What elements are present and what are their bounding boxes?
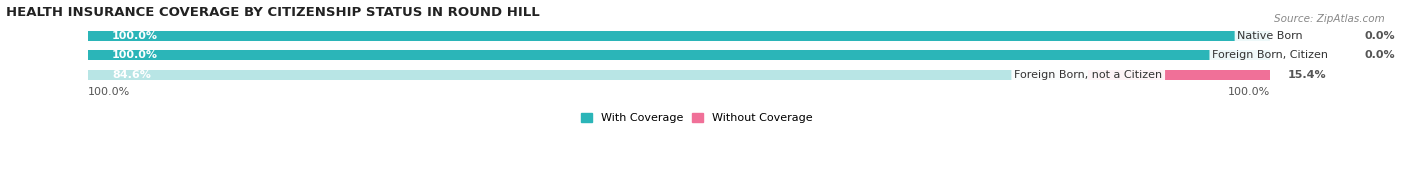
Text: 0.0%: 0.0% [1365,31,1395,41]
Text: 100.0%: 100.0% [1227,87,1270,97]
Bar [89,31,1270,41]
Text: Foreign Born, Citizen: Foreign Born, Citizen [1212,50,1329,60]
Bar [89,31,1270,41]
Text: Source: ZipAtlas.com: Source: ZipAtlas.com [1274,14,1385,24]
Bar [89,50,1270,60]
Text: 15.4%: 15.4% [1288,70,1327,80]
Text: HEALTH INSURANCE COVERAGE BY CITIZENSHIP STATUS IN ROUND HILL: HEALTH INSURANCE COVERAGE BY CITIZENSHIP… [6,5,540,19]
Text: 100.0%: 100.0% [89,87,131,97]
Text: 84.6%: 84.6% [112,70,150,80]
Legend: With Coverage, Without Coverage: With Coverage, Without Coverage [576,108,817,127]
Bar [89,50,1270,60]
Text: 100.0%: 100.0% [112,31,157,41]
Text: 100.0%: 100.0% [112,50,157,60]
Bar [89,70,1088,80]
Bar [1088,70,1270,80]
Text: Native Born: Native Born [1237,31,1303,41]
Text: Foreign Born, not a Citizen: Foreign Born, not a Citizen [1014,70,1163,80]
Bar [89,70,1270,80]
Text: 0.0%: 0.0% [1365,50,1395,60]
